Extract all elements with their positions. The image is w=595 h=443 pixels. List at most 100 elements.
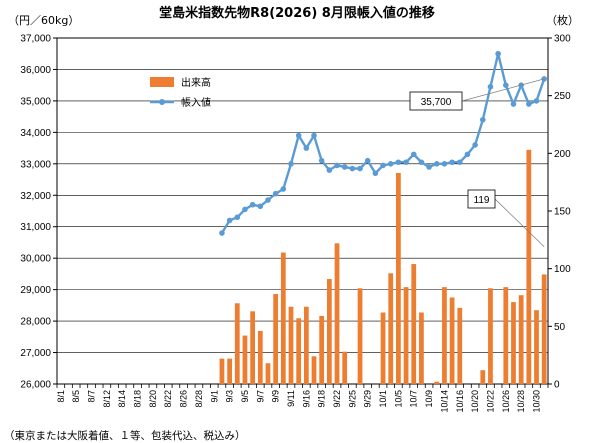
price-point bbox=[487, 83, 494, 90]
price-point bbox=[242, 206, 248, 213]
price-point bbox=[280, 186, 287, 192]
volume-bar bbox=[526, 149, 532, 384]
x-tick-label: 10/16 bbox=[455, 390, 465, 413]
price-point bbox=[510, 101, 517, 107]
volume-bar bbox=[403, 287, 409, 384]
callout-price-leader bbox=[461, 78, 545, 102]
y-left-tick-label: 36,000 bbox=[20, 65, 51, 76]
volume-bar bbox=[457, 307, 463, 384]
y-left-tick-label: 34,000 bbox=[20, 128, 51, 139]
price-point bbox=[349, 165, 356, 172]
plot-area: 26,000 27,000 28,000 29,000 30,000 31,000 32,0… bbox=[20, 34, 571, 413]
price-point bbox=[288, 161, 294, 167]
volume-bar bbox=[296, 318, 302, 384]
x-tick-label: 10/7 bbox=[409, 390, 419, 408]
price-point bbox=[395, 159, 402, 166]
volume-bar bbox=[319, 315, 325, 384]
price-point bbox=[533, 98, 540, 104]
volume-bar bbox=[503, 287, 509, 384]
price-point bbox=[272, 190, 279, 197]
x-tick-label: 8/7 bbox=[87, 390, 97, 403]
volume-bar bbox=[242, 335, 248, 384]
footnote: （東京または大阪着値、１等、包装代込、税込み） bbox=[4, 429, 246, 442]
price-point bbox=[479, 116, 486, 123]
price-point bbox=[311, 132, 317, 139]
callout-price: 35,700 bbox=[409, 78, 545, 111]
x-tick-label: 8/20 bbox=[148, 390, 158, 408]
price-point bbox=[303, 145, 310, 151]
price-point bbox=[418, 159, 425, 166]
x-tick-label: 8/12 bbox=[102, 390, 112, 408]
legend-volume-label: 出来高 bbox=[181, 76, 211, 89]
x-tick-label: 9/22 bbox=[332, 390, 342, 408]
x-tick-label: 8/1 bbox=[56, 390, 66, 403]
volume-bar bbox=[265, 363, 271, 384]
x-tick-label: 10/22 bbox=[485, 390, 495, 413]
x-tick-label: 10/9 bbox=[424, 390, 434, 408]
volume-bar bbox=[434, 381, 440, 384]
volume-bar bbox=[380, 312, 386, 384]
price-point bbox=[364, 157, 371, 164]
volume-bar bbox=[449, 297, 455, 384]
volume-bar bbox=[518, 295, 524, 384]
volume-bar bbox=[388, 273, 394, 384]
volume-bar bbox=[442, 287, 447, 384]
price-point bbox=[441, 161, 448, 167]
y-right-tick-label: 300 bbox=[554, 34, 571, 45]
volume-bar bbox=[250, 311, 256, 384]
volume-bar bbox=[219, 358, 225, 384]
price-point bbox=[426, 164, 432, 170]
right-axis-unit: （枚） bbox=[546, 13, 579, 27]
price-point bbox=[219, 230, 225, 236]
price-point bbox=[326, 167, 333, 173]
volume-bar bbox=[419, 312, 424, 384]
legend-price-label: 帳入値 bbox=[181, 96, 211, 109]
x-tick-label: 9/1 bbox=[209, 390, 219, 403]
x-tick-label: 8/5 bbox=[71, 390, 81, 403]
price-point bbox=[464, 151, 471, 158]
x-tick-label: 8/18 bbox=[133, 390, 143, 408]
price-point bbox=[449, 159, 455, 166]
x-tick-label: 10/30 bbox=[531, 390, 541, 413]
y-left-tick-label: 32,000 bbox=[20, 191, 51, 202]
volume-bar bbox=[280, 252, 286, 384]
price-point bbox=[372, 170, 379, 177]
x-tick-label: 10/5 bbox=[393, 390, 403, 408]
volume-bar bbox=[511, 302, 516, 384]
y-left-tick-label: 29,000 bbox=[20, 285, 51, 296]
volume-bar bbox=[326, 279, 332, 384]
x-tick-label: 10/14 bbox=[439, 390, 449, 413]
volume-bar bbox=[234, 303, 240, 384]
volume-bar bbox=[541, 274, 547, 384]
x-tick-label: 10/20 bbox=[470, 390, 480, 413]
volume-bar bbox=[480, 370, 486, 384]
volume-bar bbox=[273, 294, 279, 384]
left-axis-unit: （円／60kg） bbox=[8, 14, 79, 27]
x-tick-label: 9/5 bbox=[240, 390, 250, 403]
price-point bbox=[334, 162, 340, 169]
price-point bbox=[387, 161, 394, 167]
x-tick-label: 9/16 bbox=[301, 390, 311, 408]
price-point bbox=[249, 201, 256, 208]
y-left-tick-label: 35,000 bbox=[20, 96, 51, 107]
y-right-tick-label: 200 bbox=[554, 149, 571, 160]
y-left-tick-label: 37,000 bbox=[20, 34, 51, 45]
price-point bbox=[456, 159, 463, 166]
plot-border bbox=[56, 37, 549, 385]
y-right-tick-label: 250 bbox=[554, 91, 571, 102]
volume-bar bbox=[311, 356, 317, 384]
x-tick-label: 10/1 bbox=[378, 390, 388, 408]
volume-bar bbox=[534, 310, 539, 384]
y-left-tick-label: 31,000 bbox=[20, 222, 51, 233]
y-left-tick-label: 27,000 bbox=[20, 348, 51, 359]
price-point bbox=[234, 214, 241, 221]
x-tick-label: 9/3 bbox=[225, 390, 235, 403]
x-tick-label: 8/26 bbox=[179, 390, 189, 408]
y-left-tick-label: 33,000 bbox=[20, 159, 51, 170]
price-point bbox=[257, 203, 264, 210]
volume-bar bbox=[303, 306, 309, 384]
price-point bbox=[410, 151, 417, 158]
y-right-tick-label: 100 bbox=[554, 264, 571, 275]
volume-bar bbox=[288, 306, 294, 384]
